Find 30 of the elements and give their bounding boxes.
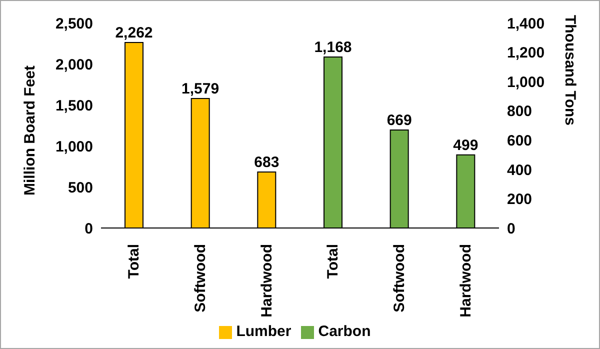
y2-axis-title: Thousand Tons (562, 14, 579, 126)
x-tick-label: Total (324, 244, 342, 279)
y2-tick-label: 600 (507, 132, 532, 150)
y2-tick-label: 200 (507, 191, 532, 208)
legend-label: Carbon (318, 323, 371, 340)
y-tick-label: 500 (68, 179, 93, 196)
y2-tick-label: 400 (507, 162, 532, 179)
data-label: 1,579 (182, 80, 220, 98)
x-tick-label: Total (126, 244, 143, 279)
y-axis-title: Million Board Feet (21, 65, 38, 196)
y2-tick-label: 1,400 (507, 15, 545, 32)
x-tick-label: Softwood (192, 244, 209, 312)
y2-tick-label: 1,000 (507, 74, 545, 91)
y-tick-label: 0 (84, 220, 93, 238)
x-tick-label: Hardwood (258, 244, 276, 318)
y-tick-label: 2,500 (55, 15, 93, 32)
data-label: 2,262 (115, 24, 153, 42)
y2-tick-label: 1,200 (507, 44, 545, 62)
data-label: 683 (254, 154, 280, 171)
y-tick-label: 2,000 (55, 56, 93, 74)
legend-label: Lumber (236, 323, 292, 340)
x-tick-label: Hardwood (457, 244, 474, 318)
y2-tick-label: 800 (507, 103, 532, 120)
y-tick-label: 1,000 (55, 138, 93, 156)
x-tick-label: Softwood (391, 244, 408, 312)
data-label: 669 (386, 112, 412, 130)
y2-tick-label: 0 (507, 220, 516, 238)
y-tick-label: 1,500 (55, 97, 93, 114)
data-label: 1,168 (314, 38, 352, 56)
data-label: 499 (453, 136, 478, 154)
